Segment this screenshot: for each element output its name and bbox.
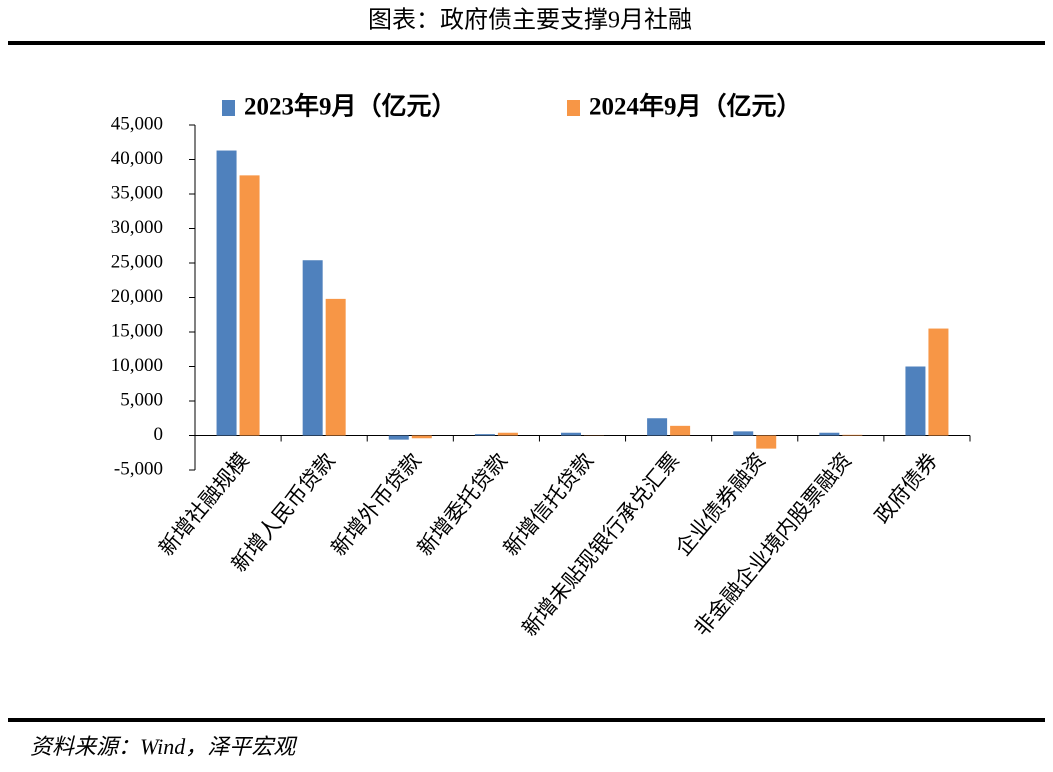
bar: [474, 434, 495, 436]
x-tick-label: 政府债券: [870, 448, 942, 528]
bar: [388, 435, 409, 440]
y-tick-label: -5,000: [114, 458, 163, 479]
x-tick-label: 新增外币贷款: [326, 448, 425, 560]
bar: [928, 328, 949, 436]
y-tick-label: 35,000: [111, 182, 163, 203]
x-tick-label: 非金融企业境内股票融资: [689, 448, 856, 640]
bar: [647, 418, 668, 436]
y-tick-label: 30,000: [111, 217, 163, 238]
bar: [819, 432, 840, 436]
x-tick-label: 企业债券融资: [671, 448, 770, 560]
x-tick-label: 新增信托贷款: [499, 448, 598, 560]
title-rule: [8, 41, 1045, 45]
y-tick-label: 25,000: [111, 251, 163, 272]
source-note: 资料来源：Wind，泽平宏观: [30, 734, 298, 759]
legend-swatch: [567, 100, 580, 116]
bar: [302, 260, 323, 436]
footer-rule: [8, 718, 1045, 722]
chart-title: 图表：政府债主要支撑9月社融: [368, 7, 692, 34]
legend-label: 2024年9月（亿元）: [589, 92, 802, 121]
bar: [411, 435, 432, 439]
bar: [905, 366, 926, 436]
bar: [239, 175, 260, 436]
bar: [842, 434, 863, 436]
bar: [561, 432, 581, 436]
bar: [670, 425, 691, 436]
bar: [497, 432, 518, 436]
legend-label: 2023年9月（亿元）: [244, 92, 457, 121]
y-tick-label: 40,000: [111, 148, 163, 169]
y-tick-label: 20,000: [111, 286, 163, 307]
y-tick-label: 5,000: [120, 389, 163, 410]
y-tick-label: 10,000: [111, 355, 163, 376]
y-tick-label: 0: [154, 424, 164, 445]
y-tick-label: 45,000: [111, 113, 163, 134]
x-tick-label: 新增社融规模: [154, 448, 253, 560]
bar: [325, 298, 346, 436]
x-tick-label: 新增未贴现银行承兑汇票: [517, 448, 684, 640]
bar: [733, 431, 754, 436]
y-tick-label: 15,000: [111, 320, 163, 341]
x-tick-label: 新增委托贷款: [413, 448, 512, 560]
bar: [216, 150, 237, 436]
bar: [756, 435, 777, 449]
legend-swatch: [222, 100, 235, 116]
